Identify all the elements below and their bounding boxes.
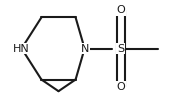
- Text: HN: HN: [13, 43, 30, 54]
- Text: O: O: [116, 5, 125, 15]
- Text: S: S: [117, 43, 124, 54]
- Text: O: O: [116, 82, 125, 92]
- Text: N: N: [80, 43, 89, 54]
